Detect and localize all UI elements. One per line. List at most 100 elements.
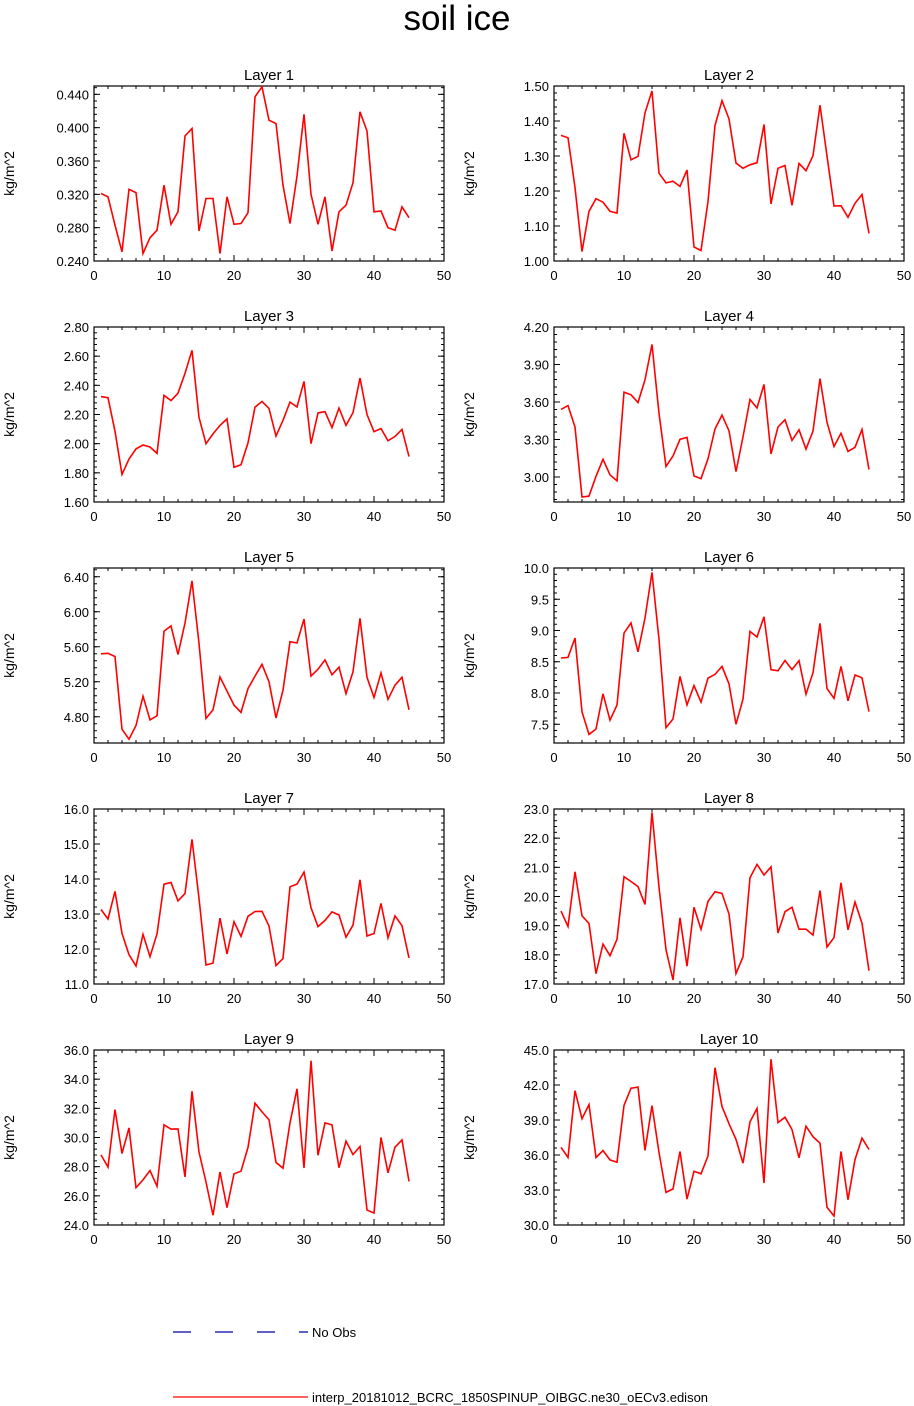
x-tick-label: 30 [297, 268, 311, 283]
y-tick-label: 9.0 [531, 624, 549, 639]
x-tick-label: 30 [757, 509, 771, 524]
x-tick-label: 20 [227, 750, 241, 765]
x-tick-label: 0 [90, 509, 97, 524]
y-tick-label: 30.0 [64, 1131, 89, 1146]
x-tick-label: 30 [757, 1232, 771, 1247]
x-tick-label: 0 [550, 1232, 557, 1247]
panel-title: Layer 8 [704, 790, 754, 807]
panel-layer-8: 0 10 20 30 40 50 17.0 18.0 19.0 20.0 21.0 22.0 23.0 L… [461, 790, 911, 1006]
y-tick-label: 24.0 [64, 1218, 89, 1233]
y-tick-label: 45.0 [524, 1043, 549, 1058]
x-tick-label: 30 [757, 268, 771, 283]
series-line [560, 90, 870, 252]
y-tick-label: 2.60 [64, 349, 89, 364]
x-tick-label: 40 [367, 268, 381, 283]
y-tick-label: 8.5 [531, 655, 549, 670]
panel-layer-5: 0 10 20 30 40 50 4.80 5.20 5.60 6.00 6.40 Layer 5 kg… [1, 549, 451, 765]
y-tick-label: 21.0 [524, 860, 549, 875]
panel-layer-7: 0 10 20 30 40 50 11.0 12.0 13.0 14.0 15.0 16.0 Layer… [1, 790, 451, 1006]
x-tick-label: 50 [437, 991, 451, 1006]
x-tick-label: 20 [227, 509, 241, 524]
y-tick-label: 0.440 [56, 87, 89, 102]
series-line [560, 812, 870, 981]
x-tick-label: 40 [827, 991, 841, 1006]
panel-title: Layer 2 [704, 67, 754, 84]
series-line [100, 84, 410, 257]
x-tick-label: 10 [157, 991, 171, 1006]
x-tick-label: 30 [757, 750, 771, 765]
x-tick-label: 30 [297, 1232, 311, 1247]
y-axis-label: kg/m^2 [461, 151, 477, 196]
y-tick-label: 20.0 [524, 890, 549, 905]
y-tick-label: 5.60 [64, 640, 89, 655]
y-tick-label: 6.40 [64, 570, 89, 585]
panel-title: Layer 1 [244, 67, 294, 84]
y-tick-label: 18.0 [524, 948, 549, 963]
x-tick-label: 50 [437, 509, 451, 524]
figure-title: soil ice [404, 0, 511, 38]
y-tick-label: 10.0 [524, 561, 549, 576]
y-tick-label: 1.80 [64, 466, 89, 481]
x-tick-label: 40 [367, 991, 381, 1006]
x-tick-label: 10 [617, 509, 631, 524]
y-axis-label: kg/m^2 [461, 874, 477, 919]
y-tick-label: 1.40 [524, 114, 549, 129]
y-tick-label: 22.0 [524, 831, 549, 846]
plot-frame [93, 326, 445, 503]
y-tick-label: 0.320 [56, 187, 89, 202]
series-line [100, 1060, 410, 1216]
x-tick-label: 50 [897, 509, 911, 524]
x-tick-label: 20 [687, 1232, 701, 1247]
y-tick-label: 42.0 [524, 1078, 549, 1093]
x-tick-label: 0 [90, 1232, 97, 1247]
x-tick-label: 20 [687, 509, 701, 524]
x-tick-label: 40 [367, 1232, 381, 1247]
y-tick-label: 2.80 [64, 320, 89, 335]
series-line [560, 344, 870, 498]
panel-title: Layer 7 [244, 790, 294, 807]
y-tick-label: 14.0 [64, 872, 89, 887]
y-axis-label: kg/m^2 [1, 874, 17, 919]
y-tick-label: 8.0 [531, 686, 549, 701]
y-tick-label: 15.0 [64, 837, 89, 852]
y-tick-label: 6.00 [64, 605, 89, 620]
plot-frame [553, 1049, 905, 1226]
x-tick-label: 40 [827, 750, 841, 765]
plot-frame [553, 567, 905, 744]
plot-frame [93, 1049, 445, 1226]
y-axis-label: kg/m^2 [461, 1115, 477, 1160]
x-tick-label: 10 [617, 750, 631, 765]
x-tick-label: 30 [757, 991, 771, 1006]
y-axis-label: kg/m^2 [461, 392, 477, 437]
x-tick-label: 0 [550, 750, 557, 765]
x-tick-label: 0 [90, 268, 97, 283]
legend-label-model: interp_20181012_BCRC_1850SPINUP_OIBGC.ne… [312, 1390, 708, 1405]
y-tick-label: 3.00 [524, 470, 549, 485]
y-tick-label: 30.0 [524, 1218, 549, 1233]
x-tick-label: 40 [827, 1232, 841, 1247]
y-axis-label: kg/m^2 [461, 633, 477, 678]
y-tick-label: 16.0 [64, 802, 89, 817]
x-tick-label: 40 [827, 509, 841, 524]
x-tick-label: 40 [367, 750, 381, 765]
x-tick-label: 10 [157, 509, 171, 524]
y-tick-label: 1.00 [524, 254, 549, 269]
y-tick-label: 39.0 [524, 1113, 549, 1128]
y-tick-label: 1.60 [64, 495, 89, 510]
y-tick-label: 0.360 [56, 154, 89, 169]
y-tick-label: 23.0 [524, 802, 549, 817]
x-tick-label: 30 [297, 509, 311, 524]
series-line [560, 572, 870, 736]
x-tick-label: 20 [227, 268, 241, 283]
x-tick-label: 10 [617, 991, 631, 1006]
y-tick-label: 0.400 [56, 121, 89, 136]
x-tick-label: 40 [827, 268, 841, 283]
plot-frame [553, 326, 905, 503]
x-tick-label: 30 [297, 750, 311, 765]
x-tick-label: 0 [90, 750, 97, 765]
y-tick-label: 19.0 [524, 919, 549, 934]
y-tick-label: 9.5 [531, 592, 549, 607]
series-line [100, 580, 410, 741]
y-tick-label: 7.5 [531, 717, 549, 732]
y-tick-label: 36.0 [524, 1148, 549, 1163]
